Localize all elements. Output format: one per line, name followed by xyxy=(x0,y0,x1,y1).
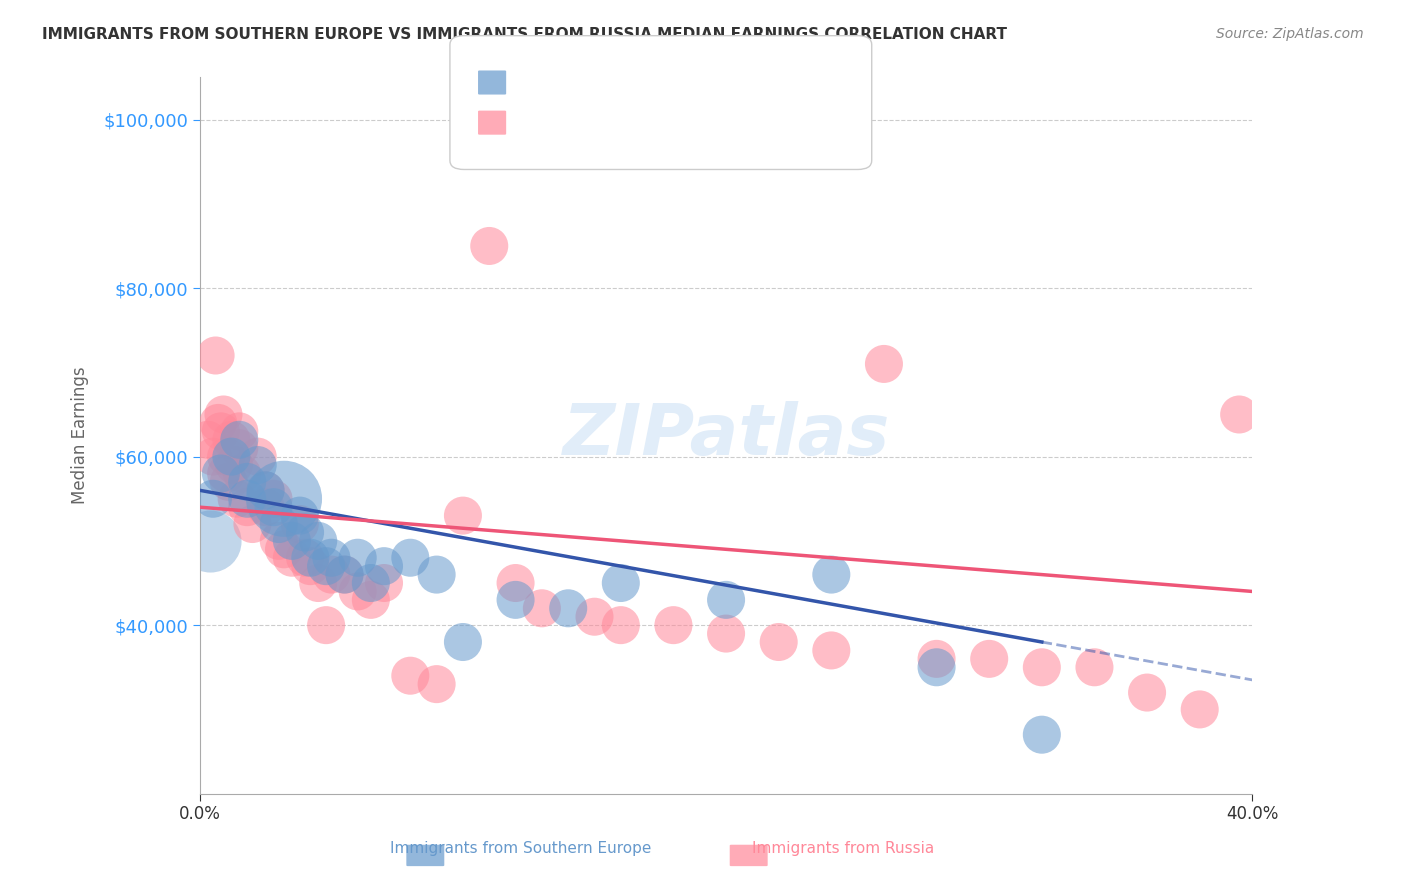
Point xyxy=(530,601,553,615)
Point xyxy=(505,592,527,607)
Point xyxy=(228,433,250,447)
Point xyxy=(299,550,322,565)
Point xyxy=(346,584,368,599)
Point xyxy=(451,508,474,523)
Point xyxy=(925,660,948,674)
Point xyxy=(236,475,259,489)
Text: ZIPatlas: ZIPatlas xyxy=(562,401,890,470)
Text: Source: ZipAtlas.com: Source: ZipAtlas.com xyxy=(1216,27,1364,41)
Point xyxy=(321,567,343,582)
Point xyxy=(925,652,948,666)
Point xyxy=(221,433,243,447)
Point xyxy=(346,550,368,565)
Y-axis label: Median Earnings: Median Earnings xyxy=(72,367,89,504)
Point xyxy=(236,491,259,506)
Point xyxy=(267,516,290,531)
Point xyxy=(212,408,235,422)
Point xyxy=(315,618,337,632)
Point xyxy=(201,491,224,506)
Point xyxy=(263,500,285,515)
Point xyxy=(281,533,304,548)
Point xyxy=(399,669,422,683)
Point xyxy=(321,550,343,565)
Point xyxy=(218,475,240,489)
Point xyxy=(1136,685,1159,699)
Point xyxy=(236,500,259,515)
Point xyxy=(478,239,501,253)
Point xyxy=(207,416,229,430)
Point xyxy=(583,609,606,624)
Point xyxy=(557,601,579,615)
Point xyxy=(221,450,243,464)
Point xyxy=(288,508,311,523)
Point xyxy=(201,450,224,464)
Point xyxy=(254,483,277,498)
Point xyxy=(222,458,245,472)
Point xyxy=(333,567,356,582)
Point xyxy=(820,643,842,657)
Point xyxy=(873,357,896,371)
Point xyxy=(299,559,322,574)
Point xyxy=(768,635,790,649)
Point xyxy=(254,500,277,515)
Point xyxy=(281,550,304,565)
Point xyxy=(610,618,633,632)
Text: IMMIGRANTS FROM SOUTHERN EUROPE VS IMMIGRANTS FROM RUSSIA MEDIAN EARNINGS CORREL: IMMIGRANTS FROM SOUTHERN EUROPE VS IMMIG… xyxy=(42,27,1007,42)
Point xyxy=(246,450,269,464)
Point xyxy=(204,349,226,363)
Point xyxy=(294,550,316,565)
Point xyxy=(273,491,295,506)
Point xyxy=(315,559,337,574)
Point xyxy=(373,576,395,591)
Point xyxy=(373,559,395,574)
Point xyxy=(1031,660,1053,674)
Point xyxy=(714,592,737,607)
Point xyxy=(1227,408,1250,422)
Point xyxy=(1188,702,1211,716)
Point xyxy=(426,677,449,691)
Text: Immigrants from Russia: Immigrants from Russia xyxy=(752,841,935,856)
Point xyxy=(505,576,527,591)
Point xyxy=(215,450,238,464)
Point xyxy=(307,576,329,591)
Point xyxy=(267,533,290,548)
Point xyxy=(1083,660,1105,674)
Point xyxy=(197,433,219,447)
Point xyxy=(360,592,382,607)
Point xyxy=(263,491,285,506)
Point xyxy=(225,491,247,506)
Point xyxy=(215,467,238,481)
Point xyxy=(231,467,253,481)
Point xyxy=(451,635,474,649)
Point xyxy=(228,425,250,439)
Point xyxy=(273,542,295,557)
Point xyxy=(288,516,311,531)
Point xyxy=(209,425,232,439)
Text: Immigrants from Southern Europe: Immigrants from Southern Europe xyxy=(389,841,651,856)
Point xyxy=(294,525,316,540)
Point xyxy=(254,483,277,498)
Point xyxy=(307,533,329,548)
Point xyxy=(610,576,633,591)
Point xyxy=(242,516,264,531)
Point xyxy=(399,550,422,565)
Point xyxy=(228,441,250,455)
Point xyxy=(662,618,685,632)
Point xyxy=(246,458,269,472)
Point xyxy=(333,567,356,582)
Point xyxy=(360,576,382,591)
Point xyxy=(820,567,842,582)
Point xyxy=(1031,728,1053,742)
Point xyxy=(979,652,1001,666)
Point xyxy=(426,567,449,582)
Point xyxy=(714,626,737,640)
Point xyxy=(200,533,222,548)
Text: R =  -0.133    N = 54: R = -0.133 N = 54 xyxy=(485,120,673,138)
Text: R = -0.700    N = 32: R = -0.700 N = 32 xyxy=(485,80,668,98)
Point xyxy=(209,467,232,481)
